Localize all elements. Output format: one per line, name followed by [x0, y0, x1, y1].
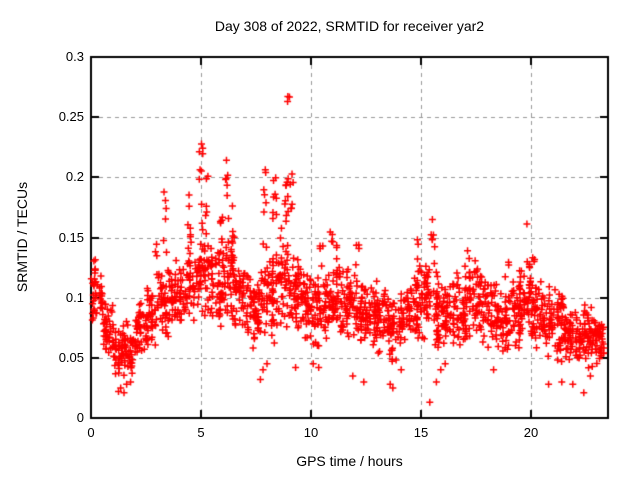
- x-tick-label: 20: [523, 425, 539, 440]
- x-tick-label: 0: [87, 425, 95, 440]
- chart-title: Day 308 of 2022, SRMTID for receiver yar…: [214, 18, 485, 34]
- x-tick-label: 10: [303, 425, 319, 440]
- y-tick-label: 0.2: [65, 169, 84, 184]
- y-tick-label: 0: [76, 410, 84, 425]
- y-tick-label: 0.25: [58, 109, 84, 124]
- y-tick-label: 0.3: [65, 49, 84, 64]
- x-tick-label: 15: [413, 425, 429, 440]
- y-tick-label: 0.05: [58, 350, 84, 365]
- x-axis-label: GPS time / hours: [296, 453, 403, 469]
- y-tick-label: 0.15: [58, 230, 84, 245]
- y-tick-label: 0.1: [65, 290, 84, 305]
- x-tick-label: 5: [197, 425, 205, 440]
